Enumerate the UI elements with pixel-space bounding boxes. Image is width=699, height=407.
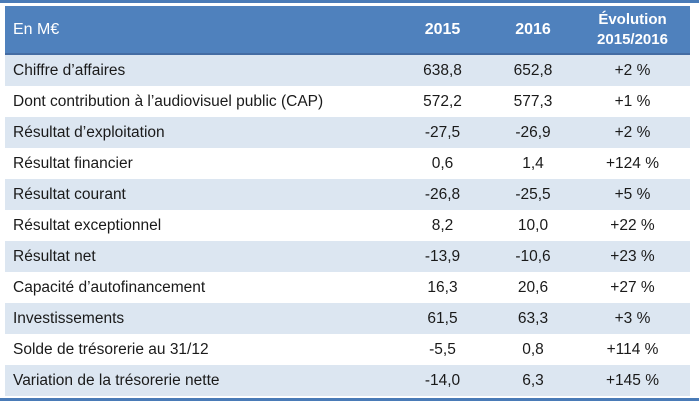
value-evolution: +22 %	[610, 216, 655, 234]
value-2015: -26,8	[424, 185, 461, 203]
value-2016: -10,6	[515, 247, 551, 265]
value-evolution: +23 %	[610, 247, 655, 265]
value-2015: 61,5	[427, 309, 458, 327]
value-evolution: +2 %	[614, 123, 651, 141]
table-row-capacite-autofinancement: Capacité d’autofinancement 16,3 20,6 +27…	[5, 272, 690, 303]
value-2015: 0,6	[431, 154, 454, 172]
table-row-solde-tresorerie: Solde de trésorerie au 31/12 -5,5 0,8 +1…	[5, 334, 690, 365]
table-row-variation-tresorerie: Variation de la trésorerie nette -14,0 6…	[5, 365, 690, 396]
table-bottom-rule	[0, 398, 699, 401]
value-2015: -13,9	[424, 247, 461, 265]
table-row-chiffre-affaires: Chiffre d’affaires 638,8 652,8 +2 %	[5, 55, 690, 86]
header-cell-2015: 2015	[424, 20, 461, 38]
value-evolution: +145 %	[605, 371, 659, 389]
row-label: Variation de la trésorerie nette	[13, 371, 220, 389]
row-label: Résultat net	[13, 247, 96, 265]
value-evolution: +3 %	[614, 309, 651, 327]
value-2015: -5,5	[429, 340, 456, 358]
row-label: Résultat exceptionnel	[13, 216, 162, 234]
value-2016: 0,8	[522, 340, 544, 358]
value-evolution: +124 %	[605, 154, 659, 172]
value-2015: 572,2	[423, 92, 462, 110]
row-label: Chiffre d’affaires	[13, 61, 126, 79]
financial-table: En M€ 2015 2016 Évolution 2015/2016 Chif…	[5, 6, 690, 396]
table-row-resultat-courant: Résultat courant -26,8 -25,5 +5 %	[5, 179, 690, 210]
value-evolution: +5 %	[614, 185, 651, 203]
value-2016: 63,3	[517, 309, 549, 327]
value-2016: 1,4	[522, 154, 544, 172]
value-2015: 8,2	[431, 216, 454, 234]
value-evolution: +2 %	[614, 61, 651, 79]
table-row-resultat-financier: Résultat financier 0,6 1,4 +124 %	[5, 148, 690, 179]
value-2015: -27,5	[424, 123, 461, 141]
table-row-investissements: Investissements 61,5 63,3 +3 %	[5, 303, 690, 334]
row-label: Résultat courant	[13, 185, 126, 203]
row-label: Capacité d’autofinancement	[13, 278, 206, 296]
row-label: Dont contribution à l’audiovisuel public…	[13, 92, 324, 110]
value-2016: 652,8	[513, 61, 553, 79]
value-2016: 10,0	[517, 216, 549, 234]
header-cell-2016: 2016	[515, 20, 551, 38]
table-row-resultat-net: Résultat net -13,9 -10,6 +23 %	[5, 241, 690, 272]
value-2016: -26,9	[515, 123, 551, 141]
table-row-resultat-exploitation: Résultat d’exploitation -27,5 -26,9 +2 %	[5, 117, 690, 148]
row-label: Résultat financier	[13, 154, 133, 172]
table-header-row: En M€ 2015 2016 Évolution 2015/2016	[5, 6, 690, 55]
value-2016: 577,3	[513, 92, 553, 110]
row-label: Résultat d’exploitation	[13, 123, 165, 141]
table-row-resultat-exceptionnel: Résultat exceptionnel 8,2 10,0 +22 %	[5, 210, 690, 241]
value-2016: 20,6	[517, 278, 549, 296]
row-label: Solde de trésorerie au 31/12	[13, 340, 209, 358]
header-cell-unit: En M€	[13, 20, 60, 38]
value-2015: 638,8	[423, 61, 462, 79]
value-evolution: +27 %	[610, 278, 655, 296]
table-top-rule	[0, 0, 699, 3]
value-evolution: +1 %	[614, 92, 651, 110]
row-label: Investissements	[13, 309, 125, 327]
value-2016: 6,3	[522, 371, 544, 389]
table-row-contribution-cap: Dont contribution à l’audiovisuel public…	[5, 86, 690, 117]
header-cell-evolution: Évolution 2015/2016	[597, 11, 668, 48]
value-evolution: +114 %	[606, 340, 659, 358]
value-2016: -25,5	[515, 185, 551, 203]
value-2015: -14,0	[424, 371, 461, 389]
value-2015: 16,3	[427, 278, 458, 296]
table-body: Chiffre d’affaires 638,8 652,8 +2 % Dont…	[5, 55, 690, 396]
